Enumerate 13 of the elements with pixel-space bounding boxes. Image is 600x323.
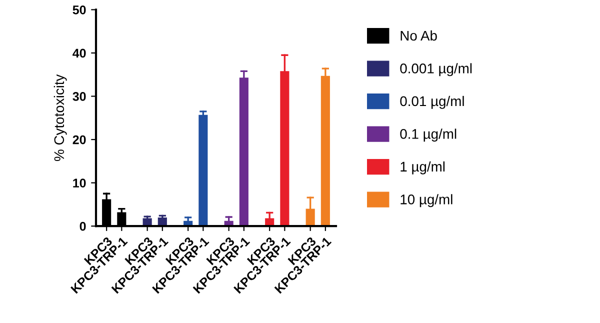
legend-label: 0.1 µg/ml xyxy=(400,128,456,142)
y-tick-label: 50 xyxy=(72,5,86,14)
y-tick-label: 0 xyxy=(80,222,86,231)
y-tick-label: 10 xyxy=(73,178,86,188)
y-tick-label: 30 xyxy=(72,92,86,101)
legend-label: No Ab xyxy=(400,30,437,41)
legend-label: 10 µg/ml xyxy=(400,194,452,208)
legend-label: 0.01 µg/ml xyxy=(400,96,464,109)
y-tick-label: 20 xyxy=(72,135,86,144)
y-tick-label: 40 xyxy=(72,48,86,58)
legend-label: 1 µg/ml xyxy=(400,161,445,174)
legend-label: 0.001 µg/ml xyxy=(400,63,472,76)
y-axis-title: % Cytotoxicity xyxy=(54,74,67,162)
